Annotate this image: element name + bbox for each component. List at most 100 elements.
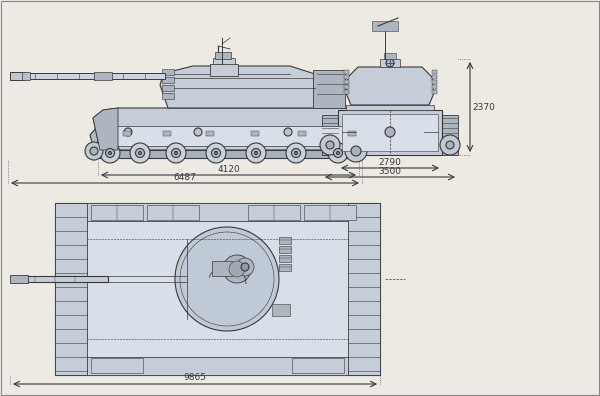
Bar bbox=[91, 358, 143, 373]
Circle shape bbox=[172, 148, 181, 158]
Bar bbox=[103, 126, 349, 146]
Bar bbox=[91, 205, 143, 220]
Bar bbox=[162, 77, 174, 83]
Bar bbox=[304, 205, 356, 220]
Circle shape bbox=[106, 148, 115, 158]
Bar bbox=[210, 64, 238, 76]
Circle shape bbox=[241, 263, 249, 271]
Bar bbox=[338, 110, 442, 155]
Bar bbox=[87, 203, 348, 221]
Bar bbox=[313, 70, 345, 108]
Bar bbox=[432, 70, 437, 74]
Circle shape bbox=[326, 141, 334, 149]
Circle shape bbox=[286, 143, 306, 163]
Circle shape bbox=[386, 59, 394, 67]
Bar bbox=[162, 93, 174, 99]
Bar bbox=[344, 90, 349, 94]
Bar bbox=[87, 357, 348, 375]
Circle shape bbox=[251, 148, 260, 158]
Bar bbox=[279, 246, 291, 253]
Circle shape bbox=[194, 128, 202, 136]
Circle shape bbox=[295, 152, 298, 154]
Circle shape bbox=[206, 143, 226, 163]
Bar bbox=[279, 255, 291, 262]
Circle shape bbox=[446, 141, 454, 149]
Circle shape bbox=[175, 227, 279, 331]
Circle shape bbox=[223, 255, 251, 283]
Bar bbox=[94, 72, 112, 80]
Bar bbox=[344, 70, 349, 74]
Circle shape bbox=[85, 142, 103, 160]
Circle shape bbox=[284, 128, 292, 136]
Text: 3500: 3500 bbox=[379, 166, 401, 175]
Polygon shape bbox=[93, 108, 118, 150]
Bar bbox=[22, 72, 30, 80]
Bar bbox=[432, 85, 437, 89]
Bar bbox=[248, 205, 300, 220]
Circle shape bbox=[345, 140, 367, 162]
Bar bbox=[213, 58, 235, 64]
Bar bbox=[10, 275, 28, 283]
Bar bbox=[372, 21, 398, 31]
Bar bbox=[279, 264, 291, 271]
Bar bbox=[342, 114, 438, 151]
Polygon shape bbox=[346, 67, 434, 105]
Bar bbox=[25, 276, 108, 282]
Circle shape bbox=[351, 146, 361, 156]
Bar bbox=[87, 221, 348, 357]
Bar bbox=[147, 205, 199, 220]
Bar bbox=[162, 85, 174, 91]
Circle shape bbox=[292, 148, 301, 158]
Bar bbox=[344, 85, 349, 89]
Bar bbox=[22, 73, 165, 79]
Text: 6487: 6487 bbox=[173, 173, 196, 181]
Bar bbox=[348, 203, 380, 375]
Bar bbox=[96, 150, 356, 158]
Bar bbox=[346, 105, 434, 110]
Bar bbox=[432, 75, 437, 79]
Circle shape bbox=[166, 143, 186, 163]
Bar bbox=[272, 304, 290, 316]
Circle shape bbox=[90, 147, 98, 155]
Bar bbox=[10, 72, 25, 80]
Circle shape bbox=[254, 152, 257, 154]
Circle shape bbox=[212, 148, 221, 158]
Bar bbox=[298, 131, 306, 136]
Circle shape bbox=[337, 152, 340, 154]
Text: 2370: 2370 bbox=[472, 103, 495, 112]
Bar bbox=[322, 115, 338, 155]
Circle shape bbox=[130, 143, 150, 163]
Circle shape bbox=[246, 143, 266, 163]
Bar bbox=[292, 358, 344, 373]
Text: 9865: 9865 bbox=[184, 373, 206, 383]
Circle shape bbox=[175, 152, 178, 154]
Bar bbox=[123, 131, 131, 136]
Circle shape bbox=[328, 143, 348, 163]
Text: 4120: 4120 bbox=[217, 164, 240, 173]
Bar bbox=[55, 203, 87, 375]
Bar bbox=[432, 80, 437, 84]
Text: 2790: 2790 bbox=[379, 158, 401, 166]
Circle shape bbox=[236, 258, 254, 276]
Circle shape bbox=[124, 128, 132, 136]
Bar bbox=[279, 237, 291, 244]
Bar bbox=[344, 75, 349, 79]
Circle shape bbox=[109, 152, 112, 154]
Circle shape bbox=[334, 148, 343, 158]
Bar bbox=[432, 90, 437, 94]
Bar bbox=[55, 203, 380, 375]
Circle shape bbox=[136, 148, 145, 158]
Bar bbox=[212, 261, 232, 276]
Polygon shape bbox=[93, 108, 359, 150]
Bar bbox=[206, 131, 214, 136]
Circle shape bbox=[385, 127, 395, 137]
Bar bbox=[344, 80, 349, 84]
Bar bbox=[163, 131, 171, 136]
Bar bbox=[442, 115, 458, 155]
Circle shape bbox=[229, 261, 245, 277]
Bar bbox=[215, 52, 231, 59]
Bar bbox=[384, 53, 396, 59]
Bar bbox=[348, 131, 356, 136]
Bar bbox=[162, 69, 174, 75]
Bar bbox=[380, 59, 400, 67]
